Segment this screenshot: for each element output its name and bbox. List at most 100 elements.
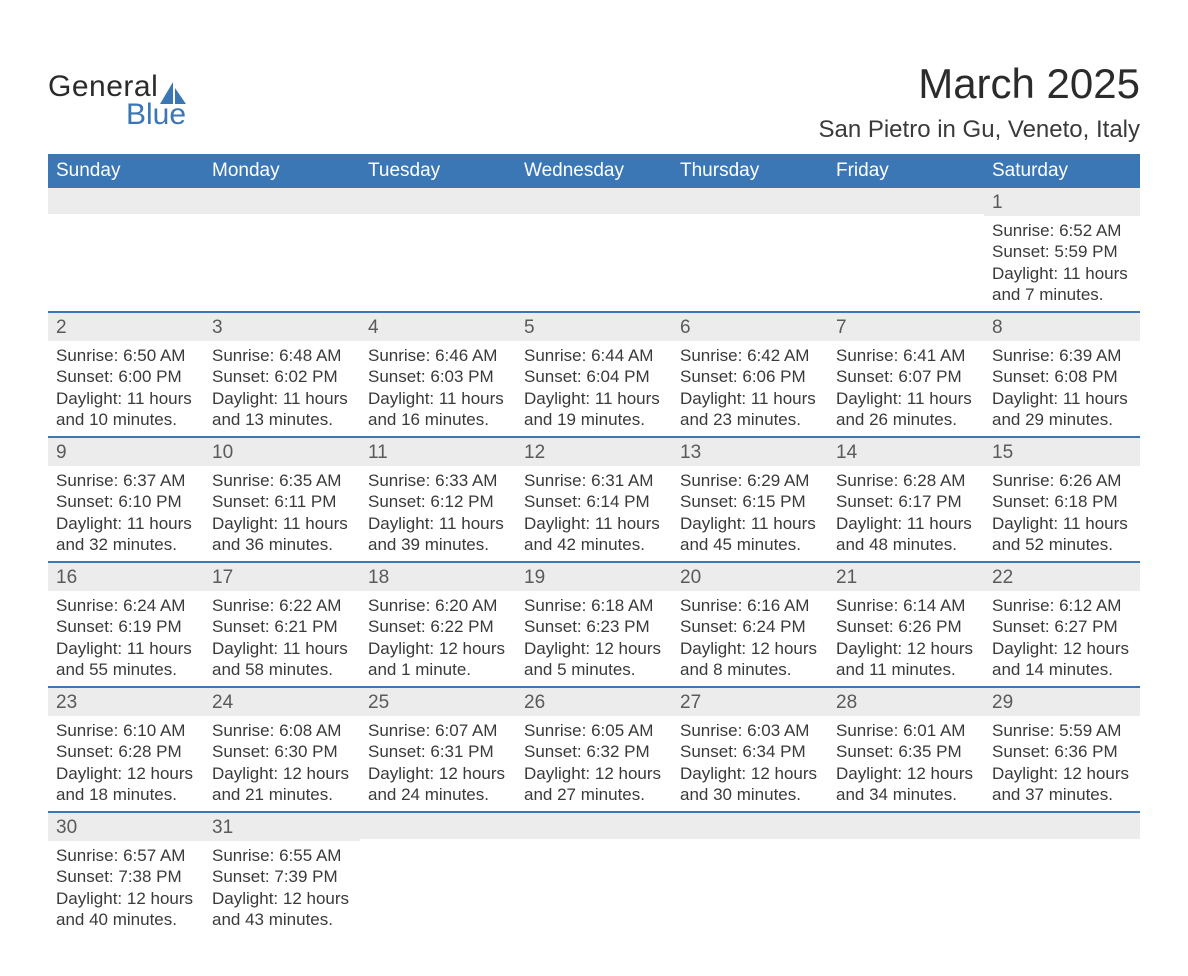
day-detail-line: Sunset: 6:00 PM bbox=[56, 366, 196, 387]
day-number: 30 bbox=[48, 813, 204, 841]
day-detail-line: Daylight: 12 hours bbox=[680, 763, 820, 784]
day-detail-line: Sunset: 6:15 PM bbox=[680, 491, 820, 512]
calendar-week-row: 2Sunrise: 6:50 AMSunset: 6:00 PMDaylight… bbox=[48, 312, 1140, 437]
day-header: Thursday bbox=[672, 154, 828, 188]
day-detail-line: and 19 minutes. bbox=[524, 409, 664, 430]
day-detail-line: and 52 minutes. bbox=[992, 534, 1132, 555]
day-detail-line: Sunrise: 6:18 AM bbox=[524, 595, 664, 616]
calendar-cell: 1Sunrise: 6:52 AMSunset: 5:59 PMDaylight… bbox=[984, 188, 1140, 312]
day-details bbox=[984, 839, 1140, 934]
calendar-cell: 11Sunrise: 6:33 AMSunset: 6:12 PMDayligh… bbox=[360, 437, 516, 562]
day-header: Monday bbox=[204, 154, 360, 188]
day-details: Sunrise: 6:41 AMSunset: 6:07 PMDaylight:… bbox=[828, 341, 984, 436]
day-detail-line: Sunset: 6:08 PM bbox=[992, 366, 1132, 387]
day-detail-line: Sunset: 6:06 PM bbox=[680, 366, 820, 387]
day-detail-line: Sunrise: 6:35 AM bbox=[212, 470, 352, 491]
day-details: Sunrise: 6:33 AMSunset: 6:12 PMDaylight:… bbox=[360, 466, 516, 561]
day-detail-line: Daylight: 11 hours bbox=[524, 513, 664, 534]
day-number bbox=[828, 813, 984, 839]
day-details: Sunrise: 6:01 AMSunset: 6:35 PMDaylight:… bbox=[828, 716, 984, 811]
day-detail-line: Sunset: 6:28 PM bbox=[56, 741, 196, 762]
day-details: Sunrise: 6:28 AMSunset: 6:17 PMDaylight:… bbox=[828, 466, 984, 561]
calendar-cell: 19Sunrise: 6:18 AMSunset: 6:23 PMDayligh… bbox=[516, 562, 672, 687]
day-detail-line: Sunrise: 6:16 AM bbox=[680, 595, 820, 616]
calendar-cell bbox=[360, 188, 516, 312]
day-detail-line: and 26 minutes. bbox=[836, 409, 976, 430]
calendar-cell: 12Sunrise: 6:31 AMSunset: 6:14 PMDayligh… bbox=[516, 437, 672, 562]
day-detail-line: and 43 minutes. bbox=[212, 909, 352, 930]
day-number bbox=[360, 813, 516, 839]
day-detail-line: Sunrise: 6:05 AM bbox=[524, 720, 664, 741]
day-detail-line: and 16 minutes. bbox=[368, 409, 508, 430]
day-number: 11 bbox=[360, 438, 516, 466]
day-detail-line: Daylight: 11 hours bbox=[992, 263, 1132, 284]
day-detail-line: Daylight: 11 hours bbox=[524, 388, 664, 409]
day-detail-line: Daylight: 11 hours bbox=[368, 513, 508, 534]
day-detail-line: Daylight: 12 hours bbox=[992, 763, 1132, 784]
day-detail-line: Sunset: 6:10 PM bbox=[56, 491, 196, 512]
calendar-cell: 25Sunrise: 6:07 AMSunset: 6:31 PMDayligh… bbox=[360, 687, 516, 812]
calendar-cell: 16Sunrise: 6:24 AMSunset: 6:19 PMDayligh… bbox=[48, 562, 204, 687]
day-header: Friday bbox=[828, 154, 984, 188]
day-number: 9 bbox=[48, 438, 204, 466]
calendar-cell bbox=[672, 812, 828, 936]
day-details: Sunrise: 6:18 AMSunset: 6:23 PMDaylight:… bbox=[516, 591, 672, 686]
calendar-cell: 10Sunrise: 6:35 AMSunset: 6:11 PMDayligh… bbox=[204, 437, 360, 562]
calendar-cell bbox=[828, 812, 984, 936]
logo-text-blue: Blue bbox=[126, 98, 186, 132]
calendar-cell: 9Sunrise: 6:37 AMSunset: 6:10 PMDaylight… bbox=[48, 437, 204, 562]
day-details: Sunrise: 6:46 AMSunset: 6:03 PMDaylight:… bbox=[360, 341, 516, 436]
day-detail-line: Sunrise: 6:41 AM bbox=[836, 345, 976, 366]
day-detail-line: and 8 minutes. bbox=[680, 659, 820, 680]
calendar-week-row: 1Sunrise: 6:52 AMSunset: 5:59 PMDaylight… bbox=[48, 188, 1140, 312]
day-details: Sunrise: 6:07 AMSunset: 6:31 PMDaylight:… bbox=[360, 716, 516, 811]
day-detail-line: Sunset: 6:22 PM bbox=[368, 616, 508, 637]
day-detail-line: and 18 minutes. bbox=[56, 784, 196, 805]
day-details: Sunrise: 6:42 AMSunset: 6:06 PMDaylight:… bbox=[672, 341, 828, 436]
calendar-cell: 13Sunrise: 6:29 AMSunset: 6:15 PMDayligh… bbox=[672, 437, 828, 562]
day-detail-line: Sunrise: 6:24 AM bbox=[56, 595, 196, 616]
day-details bbox=[516, 214, 672, 309]
calendar-cell: 29Sunrise: 5:59 AMSunset: 6:36 PMDayligh… bbox=[984, 687, 1140, 812]
calendar-cell: 21Sunrise: 6:14 AMSunset: 6:26 PMDayligh… bbox=[828, 562, 984, 687]
day-detail-line: and 34 minutes. bbox=[836, 784, 976, 805]
day-number: 21 bbox=[828, 563, 984, 591]
day-detail-line: and 40 minutes. bbox=[56, 909, 196, 930]
day-detail-line: Daylight: 11 hours bbox=[56, 638, 196, 659]
day-detail-line: and 30 minutes. bbox=[680, 784, 820, 805]
day-number: 15 bbox=[984, 438, 1140, 466]
day-detail-line: Daylight: 12 hours bbox=[524, 638, 664, 659]
day-details: Sunrise: 6:03 AMSunset: 6:34 PMDaylight:… bbox=[672, 716, 828, 811]
day-detail-line: Sunrise: 6:42 AM bbox=[680, 345, 820, 366]
day-detail-line: Sunset: 6:34 PM bbox=[680, 741, 820, 762]
day-detail-line: Daylight: 11 hours bbox=[56, 388, 196, 409]
day-details: Sunrise: 6:52 AMSunset: 5:59 PMDaylight:… bbox=[984, 216, 1140, 311]
day-details: Sunrise: 6:57 AMSunset: 7:38 PMDaylight:… bbox=[48, 841, 204, 936]
day-detail-line: Sunset: 6:24 PM bbox=[680, 616, 820, 637]
day-detail-line: and 13 minutes. bbox=[212, 409, 352, 430]
day-details: Sunrise: 6:10 AMSunset: 6:28 PMDaylight:… bbox=[48, 716, 204, 811]
day-detail-line: Sunrise: 6:57 AM bbox=[56, 845, 196, 866]
day-detail-line: and 1 minute. bbox=[368, 659, 508, 680]
calendar-cell: 30Sunrise: 6:57 AMSunset: 7:38 PMDayligh… bbox=[48, 812, 204, 936]
day-detail-line: and 21 minutes. bbox=[212, 784, 352, 805]
day-detail-line: Daylight: 11 hours bbox=[992, 513, 1132, 534]
day-detail-line: Sunrise: 6:37 AM bbox=[56, 470, 196, 491]
day-detail-line: and 14 minutes. bbox=[992, 659, 1132, 680]
day-number bbox=[360, 188, 516, 214]
day-number bbox=[672, 813, 828, 839]
day-number: 31 bbox=[204, 813, 360, 841]
day-detail-line: Sunrise: 6:12 AM bbox=[992, 595, 1132, 616]
day-number: 3 bbox=[204, 313, 360, 341]
day-detail-line: Daylight: 12 hours bbox=[992, 638, 1132, 659]
calendar-cell: 2Sunrise: 6:50 AMSunset: 6:00 PMDaylight… bbox=[48, 312, 204, 437]
day-header: Saturday bbox=[984, 154, 1140, 188]
page-title: March 2025 bbox=[818, 60, 1140, 108]
day-number: 2 bbox=[48, 313, 204, 341]
day-detail-line: Daylight: 11 hours bbox=[212, 513, 352, 534]
day-detail-line: Daylight: 12 hours bbox=[56, 888, 196, 909]
day-detail-line: Sunrise: 5:59 AM bbox=[992, 720, 1132, 741]
day-number bbox=[828, 188, 984, 214]
day-number bbox=[672, 188, 828, 214]
calendar-cell bbox=[204, 188, 360, 312]
